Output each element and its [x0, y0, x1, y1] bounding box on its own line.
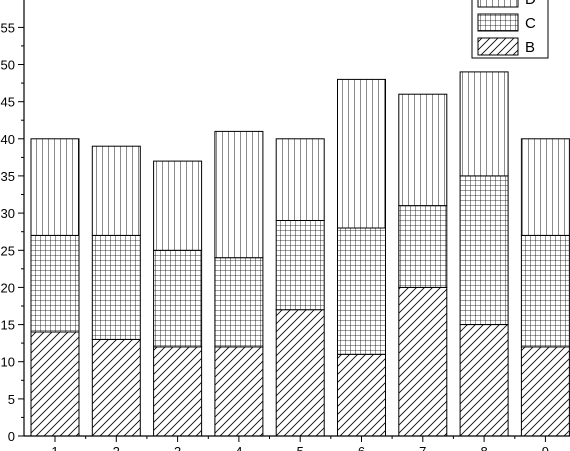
- bar-segment-c-7: [398, 205, 448, 288]
- x-tick-label: 2: [113, 444, 120, 451]
- bar-segment-d-6: [337, 78, 386, 229]
- y-tick-label: 0: [8, 429, 15, 444]
- bar-segment-b-4: [214, 346, 264, 437]
- y-tick-label: 15: [1, 318, 15, 333]
- bar-segment-c-9: [520, 234, 570, 348]
- x-tick-label: 3: [174, 444, 181, 451]
- x-tick-label: 9: [542, 444, 549, 451]
- bar-segment-b-7: [398, 286, 448, 437]
- bar-segment-c-6: [337, 227, 386, 355]
- bars-group: [30, 71, 570, 437]
- bar-segment-b-6: [337, 353, 386, 437]
- y-tick-label: 55: [1, 20, 15, 35]
- legend-label-c: C: [525, 15, 536, 32]
- bar-segment-d-5: [275, 138, 325, 221]
- bar-segment-d-7: [398, 93, 448, 207]
- bar-segment-c-2: [91, 234, 141, 340]
- y-tick-label: 45: [1, 95, 15, 110]
- y-tick-label: 35: [1, 169, 15, 184]
- y-tick-label: 25: [1, 243, 15, 258]
- bar-segment-c-5: [275, 220, 325, 311]
- bar-segment-c-8: [459, 175, 509, 325]
- bar-segment-b-5: [275, 309, 325, 437]
- y-tick-label: 50: [1, 58, 15, 73]
- x-tick-label: 6: [358, 444, 365, 451]
- bar-segment-c-3: [153, 249, 203, 348]
- legend-label-b: B: [525, 39, 535, 56]
- legend-swatch-b: [477, 37, 519, 56]
- legend-swatch-c: [477, 13, 519, 32]
- legend-label-d: D: [525, 0, 536, 8]
- bar-segment-c-1: [30, 234, 80, 333]
- bar-segment-d-4: [214, 130, 264, 259]
- bar-segment-b-2: [91, 338, 141, 437]
- bar-segment-c-4: [214, 257, 264, 348]
- bar-segment-d-2: [91, 145, 141, 236]
- y-tick-label: 40: [1, 132, 15, 147]
- bar-segment-b-1: [30, 331, 80, 437]
- x-tick-label: 5: [297, 444, 304, 451]
- bar-segment-d-1: [30, 138, 80, 236]
- bar-segment-b-9: [520, 346, 570, 437]
- y-tick-label: 5: [8, 392, 15, 407]
- bar-segment-d-8: [459, 71, 509, 177]
- bar-segment-d-9: [520, 138, 570, 236]
- y-tick-label: 10: [1, 355, 15, 370]
- y-tick-label: 30: [1, 206, 15, 221]
- x-tick-label: 4: [235, 444, 242, 451]
- x-tick-label: 8: [480, 444, 487, 451]
- bar-segment-b-3: [153, 346, 203, 437]
- bar-segment-b-8: [459, 324, 509, 437]
- y-tick-label: 20: [1, 280, 15, 295]
- bar-segment-d-3: [153, 160, 203, 251]
- legend: DCB: [471, 0, 549, 59]
- legend-swatch-d: [477, 0, 519, 8]
- x-tick-label: 7: [419, 444, 426, 451]
- x-tick-label: 1: [51, 444, 58, 451]
